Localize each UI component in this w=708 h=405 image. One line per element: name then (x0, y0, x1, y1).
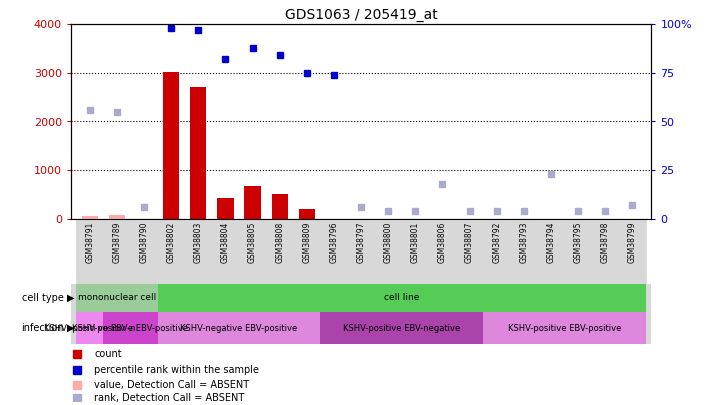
Bar (592, 219, 619, 284)
Text: GSM38790: GSM38790 (139, 222, 149, 263)
Bar (456, 219, 483, 284)
Text: GSM38791: GSM38791 (85, 222, 94, 263)
Bar (81, 216, 98, 219)
Text: GSM38806: GSM38806 (438, 222, 447, 263)
Bar (76, 312, 103, 344)
Bar (564, 219, 592, 284)
Text: GSM38805: GSM38805 (248, 222, 257, 263)
Text: KSHV-positive EBV-positive: KSHV-positive EBV-positive (508, 324, 621, 333)
Text: GSM38796: GSM38796 (329, 222, 338, 263)
Bar (109, 215, 125, 219)
Text: rank, Detection Call = ABSENT: rank, Detection Call = ABSENT (94, 393, 244, 403)
Bar (217, 198, 234, 219)
Text: GSM38800: GSM38800 (384, 222, 393, 263)
Bar (272, 194, 288, 219)
Bar (158, 219, 185, 284)
Text: GSM38793: GSM38793 (520, 222, 528, 263)
Text: GSM38798: GSM38798 (601, 222, 610, 263)
Bar (375, 219, 401, 284)
Bar (158, 284, 646, 312)
Bar (190, 87, 207, 219)
Bar (266, 219, 293, 284)
Bar (293, 219, 321, 284)
Text: count: count (94, 350, 122, 360)
Bar (158, 312, 321, 344)
Text: GSM38804: GSM38804 (221, 222, 230, 263)
Text: KSHV-positiv e EBV-positive: KSHV-positiv e EBV-positive (72, 324, 188, 333)
Bar (321, 219, 348, 284)
Text: ▶: ▶ (67, 293, 75, 303)
Text: GSM38808: GSM38808 (275, 222, 284, 263)
Text: ▶: ▶ (67, 323, 75, 333)
Bar (130, 219, 158, 284)
Bar (244, 185, 261, 219)
Bar (510, 219, 537, 284)
Text: GSM38795: GSM38795 (573, 222, 583, 263)
Text: GSM38789: GSM38789 (113, 222, 121, 263)
Bar (239, 219, 266, 284)
Text: cell line: cell line (384, 293, 419, 302)
Bar (321, 312, 483, 344)
Bar (103, 312, 158, 344)
Bar (76, 219, 103, 284)
Text: GSM38803: GSM38803 (194, 222, 202, 263)
Bar (619, 219, 646, 284)
Text: GSM38802: GSM38802 (166, 222, 176, 263)
Text: value, Detection Call = ABSENT: value, Detection Call = ABSENT (94, 380, 249, 390)
Bar (483, 312, 646, 344)
Bar (163, 72, 179, 219)
Text: KSHV-negative EBV-positive: KSHV-negative EBV-positive (181, 324, 297, 333)
Text: KSHV-positive EBV-negative: KSHV-positive EBV-negative (343, 324, 460, 333)
Bar (537, 219, 564, 284)
Text: percentile rank within the sample: percentile rank within the sample (94, 365, 259, 375)
Text: GSM38807: GSM38807 (465, 222, 474, 263)
Bar (429, 219, 456, 284)
Text: GSM38809: GSM38809 (302, 222, 312, 263)
Text: GSM38801: GSM38801 (411, 222, 420, 263)
Bar (212, 219, 239, 284)
Text: infection: infection (21, 323, 64, 333)
Bar (348, 219, 375, 284)
Text: GSM38799: GSM38799 (628, 222, 637, 263)
Bar (299, 209, 315, 219)
Bar (76, 284, 158, 312)
Text: cell type: cell type (22, 293, 64, 303)
Text: KSHV -positi ve EBV-n: KSHV -positi ve EBV-n (44, 324, 135, 333)
Text: GSM38792: GSM38792 (492, 222, 501, 263)
Text: mononuclear cell: mononuclear cell (78, 293, 156, 302)
Bar (185, 219, 212, 284)
Text: GSM38797: GSM38797 (357, 222, 365, 263)
Bar (401, 219, 429, 284)
Bar (103, 219, 130, 284)
Bar (483, 219, 510, 284)
Text: GSM38794: GSM38794 (547, 222, 556, 263)
Title: GDS1063 / 205419_at: GDS1063 / 205419_at (285, 8, 438, 22)
